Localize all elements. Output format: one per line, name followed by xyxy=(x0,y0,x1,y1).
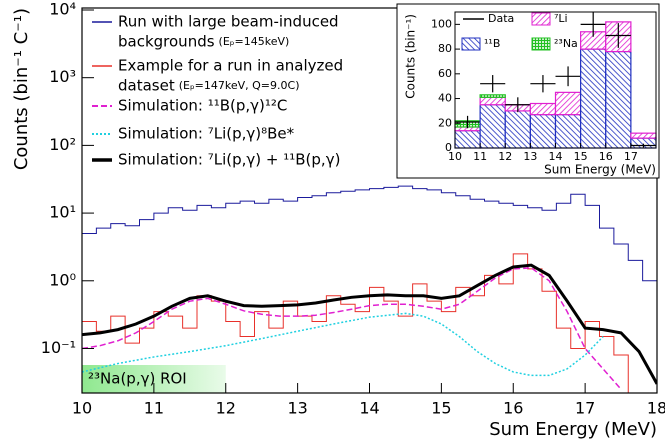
y-tick-label: 10⁰ xyxy=(49,270,76,289)
x-tick-label: 12 xyxy=(498,150,512,163)
legend-label: dataset (Eₚ=147keV, Q=9.0C) xyxy=(118,77,300,95)
stack-segment xyxy=(479,96,506,106)
legend-swatch xyxy=(531,37,551,51)
series-line xyxy=(82,185,657,282)
legend-label: backgrounds (Eₚ=145keV) xyxy=(118,33,289,51)
legend-swatch xyxy=(531,12,551,26)
legend-swatch xyxy=(461,37,481,51)
x-tick-label: 14 xyxy=(549,150,563,163)
legend-label: Data xyxy=(488,12,514,25)
stack-segment xyxy=(580,48,607,149)
series-line xyxy=(82,253,629,393)
legend-label: Simulation: ⁷Li(p,γ)⁸Be* xyxy=(118,125,295,143)
x-tick-label: 10 xyxy=(72,399,92,418)
y-tick-label: 60 xyxy=(438,67,452,80)
x-tick-label: 12 xyxy=(216,399,236,418)
y-tick-label: 10³ xyxy=(49,67,76,86)
y-tick-label: 20 xyxy=(438,116,452,129)
legend-label: Example for a run in analyzed xyxy=(118,57,343,75)
y-tick-label: 10² xyxy=(49,135,76,154)
y-axis-label: Counts (bin⁻¹) xyxy=(404,14,418,99)
stack-segment xyxy=(479,104,506,149)
y-tick-label: 40 xyxy=(438,92,452,105)
y-tick-label: 80 xyxy=(438,42,452,55)
series-line xyxy=(82,267,622,390)
stack-segment xyxy=(529,114,557,149)
x-tick-label: 14 xyxy=(359,399,379,418)
y-tick-label: 100 xyxy=(431,17,452,30)
legend-label: Run with large beam-induced xyxy=(118,13,339,31)
x-tick-label: 13 xyxy=(287,399,307,418)
x-tick-label: 18 xyxy=(647,399,665,418)
stack-segment xyxy=(630,132,657,139)
x-tick-label: 16 xyxy=(503,399,523,418)
series-line xyxy=(82,312,604,377)
stack-segment xyxy=(454,130,481,149)
x-tick-label: 17 xyxy=(575,399,595,418)
x-tick-label: 11 xyxy=(144,399,164,418)
plot-data xyxy=(82,185,657,393)
stack-segment xyxy=(554,91,582,116)
y-tick-label: 0 xyxy=(445,141,452,154)
x-tick-label: 13 xyxy=(523,150,537,163)
x-tick-label: 15 xyxy=(574,150,588,163)
x-tick-label: 16 xyxy=(599,150,613,163)
legend-label: Simulation: ⁷Li(p,γ) + ¹¹B(p,γ) xyxy=(118,151,340,169)
legend-label: Simulation: ¹¹B(p,γ)¹²C xyxy=(118,97,287,115)
x-tick-label: 17 xyxy=(624,150,638,163)
series-line xyxy=(82,263,657,385)
legend-label: ¹¹B xyxy=(484,37,500,50)
x-tick-label: 15 xyxy=(431,399,451,418)
x-tick-label: 10 xyxy=(448,150,462,163)
y-tick-label: 10⁴ xyxy=(49,0,76,18)
stack-segment xyxy=(605,50,632,149)
y-axis-label: Counts (bin⁻¹ C⁻¹) xyxy=(11,8,32,170)
x-tick-label: 11 xyxy=(473,150,487,163)
legend-note: (Eₚ=145keV) xyxy=(219,35,290,48)
annotation: ²³Na(p,γ) ROI xyxy=(88,370,187,388)
stack-segment xyxy=(504,110,531,149)
x-axis-label: Sum Energy (MeV) xyxy=(489,419,657,440)
legend-label: ²³Na xyxy=(554,37,578,50)
stack-segment xyxy=(479,94,506,98)
y-tick-label: 10⁻¹ xyxy=(41,338,76,357)
y-tick-label: 10¹ xyxy=(49,203,76,222)
x-axis-label: Sum Energy (MeV) xyxy=(544,163,656,177)
legend-label: ⁷Li xyxy=(554,12,568,25)
legend-note: (Eₚ=147keV, Q=9.0C) xyxy=(179,79,300,92)
stack-segment xyxy=(554,114,582,149)
stack-segment xyxy=(529,102,557,116)
